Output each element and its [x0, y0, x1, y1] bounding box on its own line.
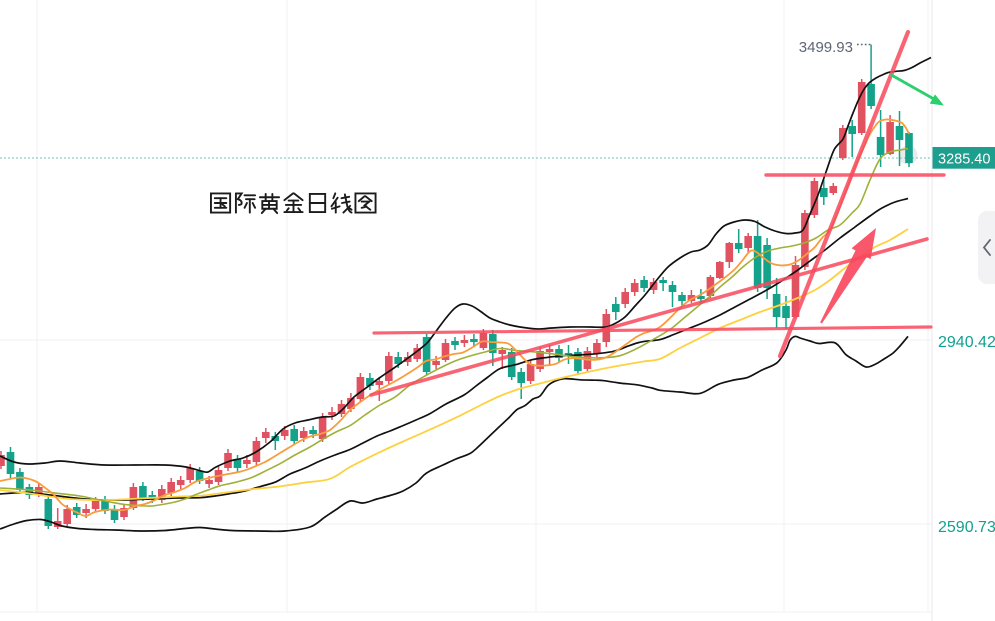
svg-text:2590.73: 2590.73 [938, 519, 995, 536]
svg-text:2940.42: 2940.42 [938, 334, 995, 351]
svg-text:3499.93: 3499.93 [799, 39, 853, 56]
svg-text:3285.40: 3285.40 [938, 151, 990, 167]
